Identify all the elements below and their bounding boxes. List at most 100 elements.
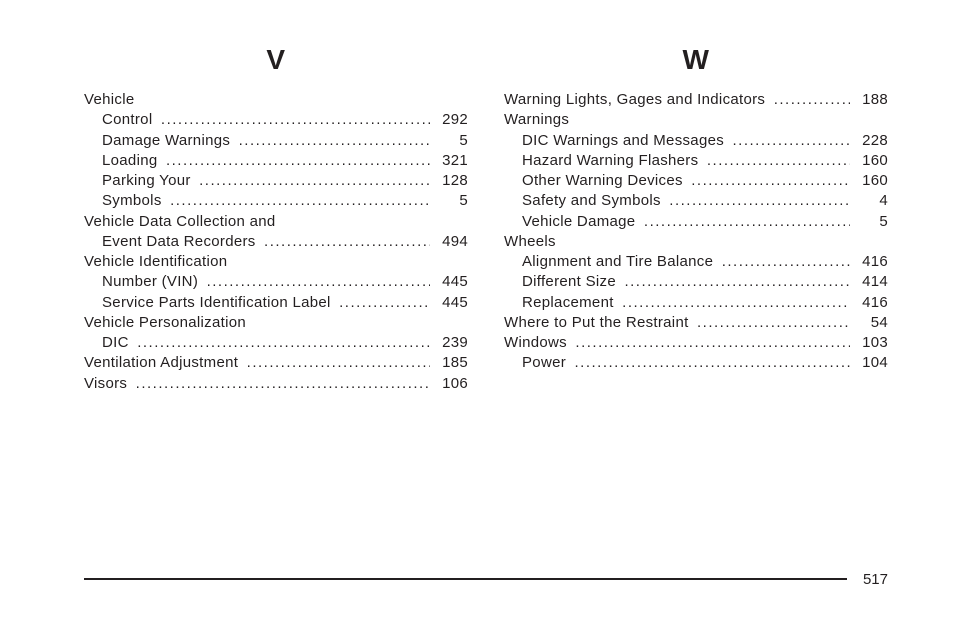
index-entry-page: 228 [850,131,888,151]
index-entry: Control ................................… [84,110,468,130]
index-entry: Ventilation Adjustment .................… [84,353,468,373]
index-entry-page: 128 [430,171,468,191]
index-entry: Replacement ............................… [504,293,888,313]
index-entry-page: 5 [850,212,888,232]
index-entry-page: 103 [850,333,888,353]
index-entry-page: 416 [850,252,888,272]
leader-dots: ........................................… [620,272,850,292]
leader-dots: ........................................… [571,353,851,373]
index-entry: Event Data Recorders ...................… [84,232,468,252]
leader-dots: ........................................… [157,110,430,130]
index-entry-page: 494 [430,232,468,252]
index-entry-label: Symbols [102,191,166,211]
index-entry-label: Safety and Symbols [522,191,665,211]
index-entry: Vehicle Identification [84,252,468,272]
index-entry-label: Different Size [522,272,620,292]
index-entry: Vehicle Personalization [84,313,468,333]
leader-dots: ........................................… [203,272,430,292]
leader-dots: ........................................… [571,333,850,353]
index-entry: Different Size .........................… [504,272,888,292]
index-entry-label: Ventilation Adjustment [84,353,243,373]
index-entry-label: Vehicle [84,90,134,110]
index-entry-page: 292 [430,110,468,130]
index-entry-page: 321 [430,151,468,171]
column-w: W Warning Lights, Gages and Indicators .… [504,44,888,394]
index-entry-page: 4 [850,191,888,211]
index-entry-label: DIC [102,333,133,353]
index-entry-page: 54 [850,313,888,333]
leader-dots: ........................................… [665,191,850,211]
index-entry: Wheels [504,232,888,252]
index-entry-page: 445 [430,272,468,292]
index-entry-label: Service Parts Identification Label [102,293,335,313]
index-entry: Alignment and Tire Balance .............… [504,252,888,272]
leader-dots: ........................................… [335,293,430,313]
leader-dots: ........................................… [166,191,430,211]
leader-dots: ........................................… [693,313,850,333]
index-entry-page: 160 [850,151,888,171]
index-entry: Number (VIN) ...........................… [84,272,468,292]
index-entry-label: Other Warning Devices [522,171,687,191]
index-entry-label: Where to Put the Restraint [504,313,693,333]
index-entry-label: Parking Your [102,171,195,191]
index-entry-label: Wheels [504,232,556,252]
footer-rule: 517 [84,578,888,580]
index-entry: Vehicle [84,90,468,110]
index-entry-label: Number (VIN) [102,272,203,292]
index-entry-label: Replacement [522,293,618,313]
index-entry-page: 445 [430,293,468,313]
index-entry: Vehicle Damage .........................… [504,212,888,232]
index-entry-label: Vehicle Identification [84,252,227,272]
index-entry: Symbols ................................… [84,191,468,211]
index-entry-label: Control [102,110,157,130]
index-entry: DIC Warnings and Messages ..............… [504,131,888,151]
leader-dots: ........................................… [235,131,430,151]
index-entry: Warnings [504,110,888,130]
index-entry-page: 5 [430,131,468,151]
leader-dots: ........................................… [640,212,850,232]
index-entry: Windows ................................… [504,333,888,353]
leader-dots: ........................................… [243,353,430,373]
index-entry-page: 104 [850,353,888,373]
leader-dots: ........................................… [195,171,430,191]
index-page: V VehicleControl .......................… [0,0,954,636]
page-number: 517 [863,571,888,588]
index-entry: Where to Put the Restraint .............… [504,313,888,333]
index-entry-label: Event Data Recorders [102,232,260,252]
leader-dots: ........................................… [162,151,430,171]
index-entry-label: Windows [504,333,571,353]
section-letter-w: W [504,44,888,76]
index-entry-label: Hazard Warning Flashers [522,151,703,171]
index-entry: Loading ................................… [84,151,468,171]
columns-wrap: V VehicleControl .......................… [0,0,954,394]
index-entry-label: Loading [102,151,162,171]
column-v: V VehicleControl .......................… [84,44,468,394]
index-entry-page: 185 [430,353,468,373]
leader-dots: ........................................… [770,90,850,110]
index-entry-label: Visors [84,374,132,394]
index-entry: Parking Your ...........................… [84,171,468,191]
index-entry: Vehicle Data Collection and [84,212,468,232]
leader-dots: ........................................… [687,171,850,191]
index-entry-page: 239 [430,333,468,353]
index-entry-page: 5 [430,191,468,211]
index-entry: Visors .................................… [84,374,468,394]
index-entry-label: Vehicle Damage [522,212,640,232]
index-entry-page: 106 [430,374,468,394]
leader-dots: ........................................… [718,252,850,272]
index-entry: Warning Lights, Gages and Indicators ...… [504,90,888,110]
index-entry: Power ..................................… [504,353,888,373]
index-entry: Hazard Warning Flashers ................… [504,151,888,171]
index-entry: Safety and Symbols .....................… [504,191,888,211]
index-entry-label: Power [522,353,571,373]
leader-dots: ........................................… [133,333,430,353]
leader-dots: ........................................… [618,293,850,313]
index-entry-page: 414 [850,272,888,292]
index-entry: Other Warning Devices ..................… [504,171,888,191]
index-entry-label: Damage Warnings [102,131,235,151]
index-entry-label: Alignment and Tire Balance [522,252,718,272]
leader-dots: ........................................… [729,131,851,151]
index-entry: Damage Warnings ........................… [84,131,468,151]
index-entry-page: 416 [850,293,888,313]
leader-dots: ........................................… [260,232,430,252]
